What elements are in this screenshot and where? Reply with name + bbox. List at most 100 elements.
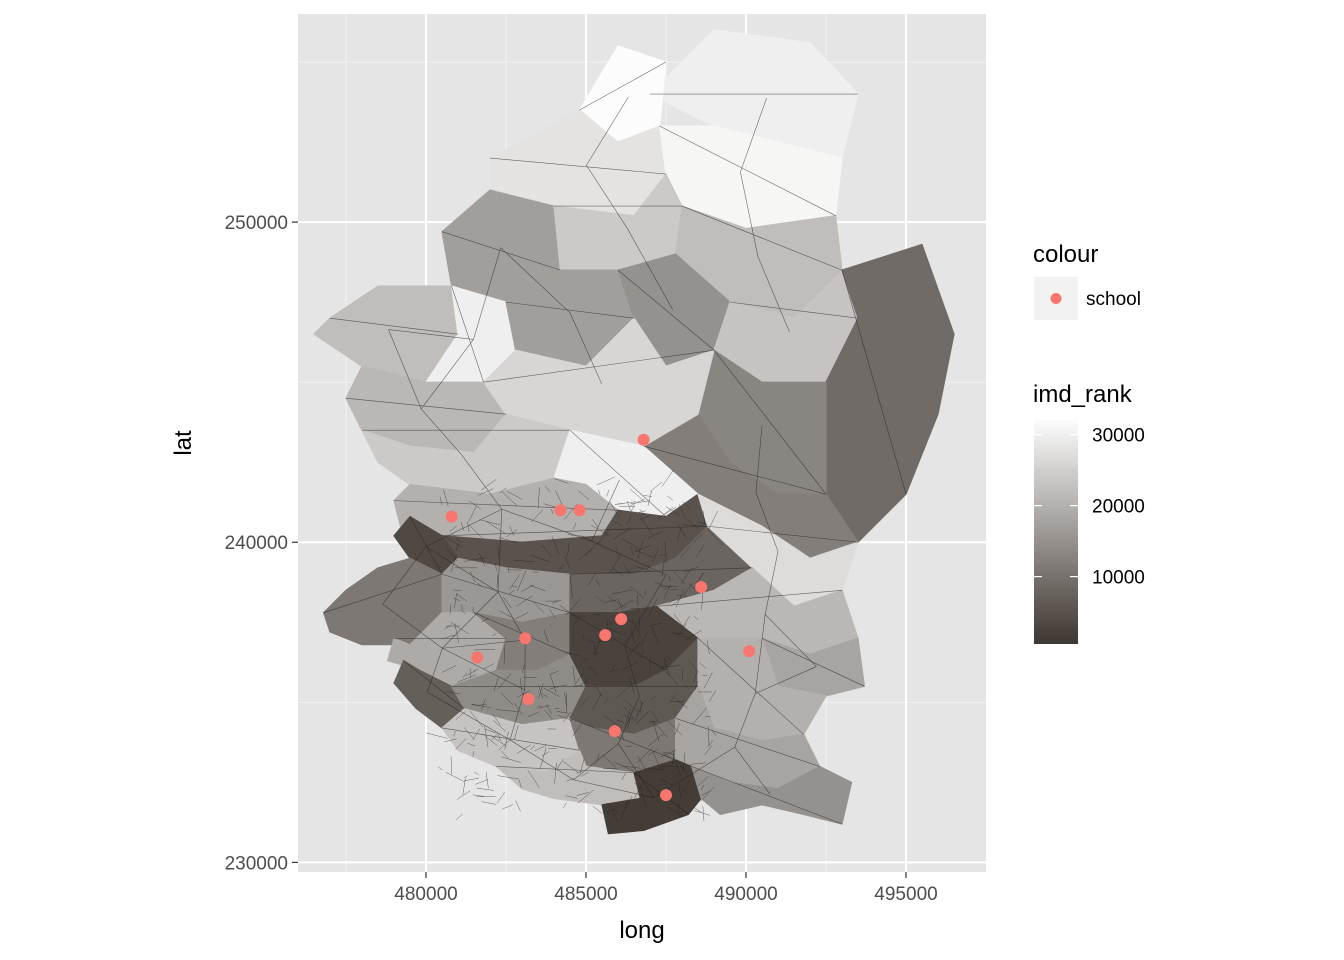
- road: [461, 454, 503, 510]
- road: [445, 772, 466, 783]
- road: [527, 770, 540, 788]
- road: [425, 509, 502, 547]
- road: [653, 746, 735, 798]
- road: [658, 506, 677, 519]
- school-point: [519, 632, 532, 645]
- road: [442, 591, 499, 649]
- road: [567, 542, 570, 557]
- road: [754, 614, 766, 694]
- road: [538, 683, 544, 699]
- road: [605, 808, 615, 813]
- road: [499, 610, 515, 619]
- road: [562, 761, 579, 773]
- road: [663, 584, 672, 600]
- road: [621, 772, 626, 781]
- road: [561, 650, 583, 657]
- road: [677, 526, 682, 542]
- road: [637, 756, 647, 772]
- school-point: [695, 581, 708, 594]
- road: [485, 521, 505, 534]
- road: [569, 429, 667, 517]
- road: [697, 638, 804, 735]
- road: [678, 783, 681, 798]
- road: [624, 574, 667, 647]
- road: [630, 585, 645, 599]
- road: [651, 625, 659, 645]
- road: [615, 501, 636, 505]
- road: [453, 589, 462, 592]
- road: [676, 759, 687, 774]
- road: [501, 491, 517, 506]
- school-point: [599, 629, 612, 642]
- road: [587, 639, 595, 644]
- road: [634, 566, 653, 572]
- road: [704, 745, 713, 756]
- road: [595, 579, 601, 587]
- road: [609, 500, 620, 519]
- road: [509, 739, 574, 781]
- road: [681, 787, 690, 797]
- road: [456, 593, 468, 602]
- road: [616, 547, 619, 557]
- road: [530, 744, 535, 751]
- road: [577, 548, 593, 562]
- road: [618, 743, 655, 798]
- road: [473, 668, 479, 672]
- road: [611, 566, 624, 577]
- road: [506, 529, 518, 538]
- road: [651, 720, 665, 734]
- road: [682, 616, 690, 627]
- road: [533, 744, 547, 752]
- road: [639, 649, 644, 659]
- road: [544, 709, 553, 720]
- road: [519, 678, 523, 695]
- road: [573, 614, 583, 626]
- road: [755, 492, 779, 552]
- road: [509, 689, 526, 741]
- road: [501, 750, 509, 759]
- road: [551, 536, 559, 555]
- road: [694, 680, 698, 690]
- road: [528, 711, 539, 718]
- road: [468, 505, 477, 522]
- x-tick-label: 495000: [874, 884, 937, 905]
- road: [451, 286, 484, 383]
- road: [329, 317, 459, 335]
- road: [608, 621, 614, 624]
- road: [648, 622, 663, 627]
- road: [460, 522, 465, 532]
- road: [572, 665, 576, 684]
- road: [680, 568, 692, 585]
- road: [563, 802, 567, 809]
- road: [674, 723, 680, 735]
- road: [569, 312, 602, 384]
- road: [471, 703, 491, 708]
- road: [496, 709, 519, 712]
- road: [513, 559, 535, 563]
- school-point: [660, 789, 672, 802]
- road: [442, 639, 526, 649]
- road: [740, 98, 767, 173]
- x-axis-title: long: [619, 917, 664, 944]
- road: [660, 778, 673, 787]
- road: [713, 349, 827, 495]
- road: [490, 732, 499, 742]
- school-point: [471, 651, 484, 664]
- road: [614, 527, 632, 540]
- road: [555, 758, 564, 771]
- road: [515, 800, 521, 812]
- map-region: [690, 765, 853, 825]
- road: [516, 744, 531, 754]
- road: [549, 670, 559, 675]
- road: [708, 530, 724, 546]
- road: [608, 596, 626, 608]
- road: [492, 713, 502, 726]
- road: [699, 662, 707, 669]
- road: [598, 489, 601, 495]
- road: [702, 510, 706, 525]
- road: [498, 537, 519, 544]
- road: [663, 659, 668, 665]
- road: [703, 672, 713, 689]
- road: [633, 782, 644, 791]
- road: [626, 227, 674, 311]
